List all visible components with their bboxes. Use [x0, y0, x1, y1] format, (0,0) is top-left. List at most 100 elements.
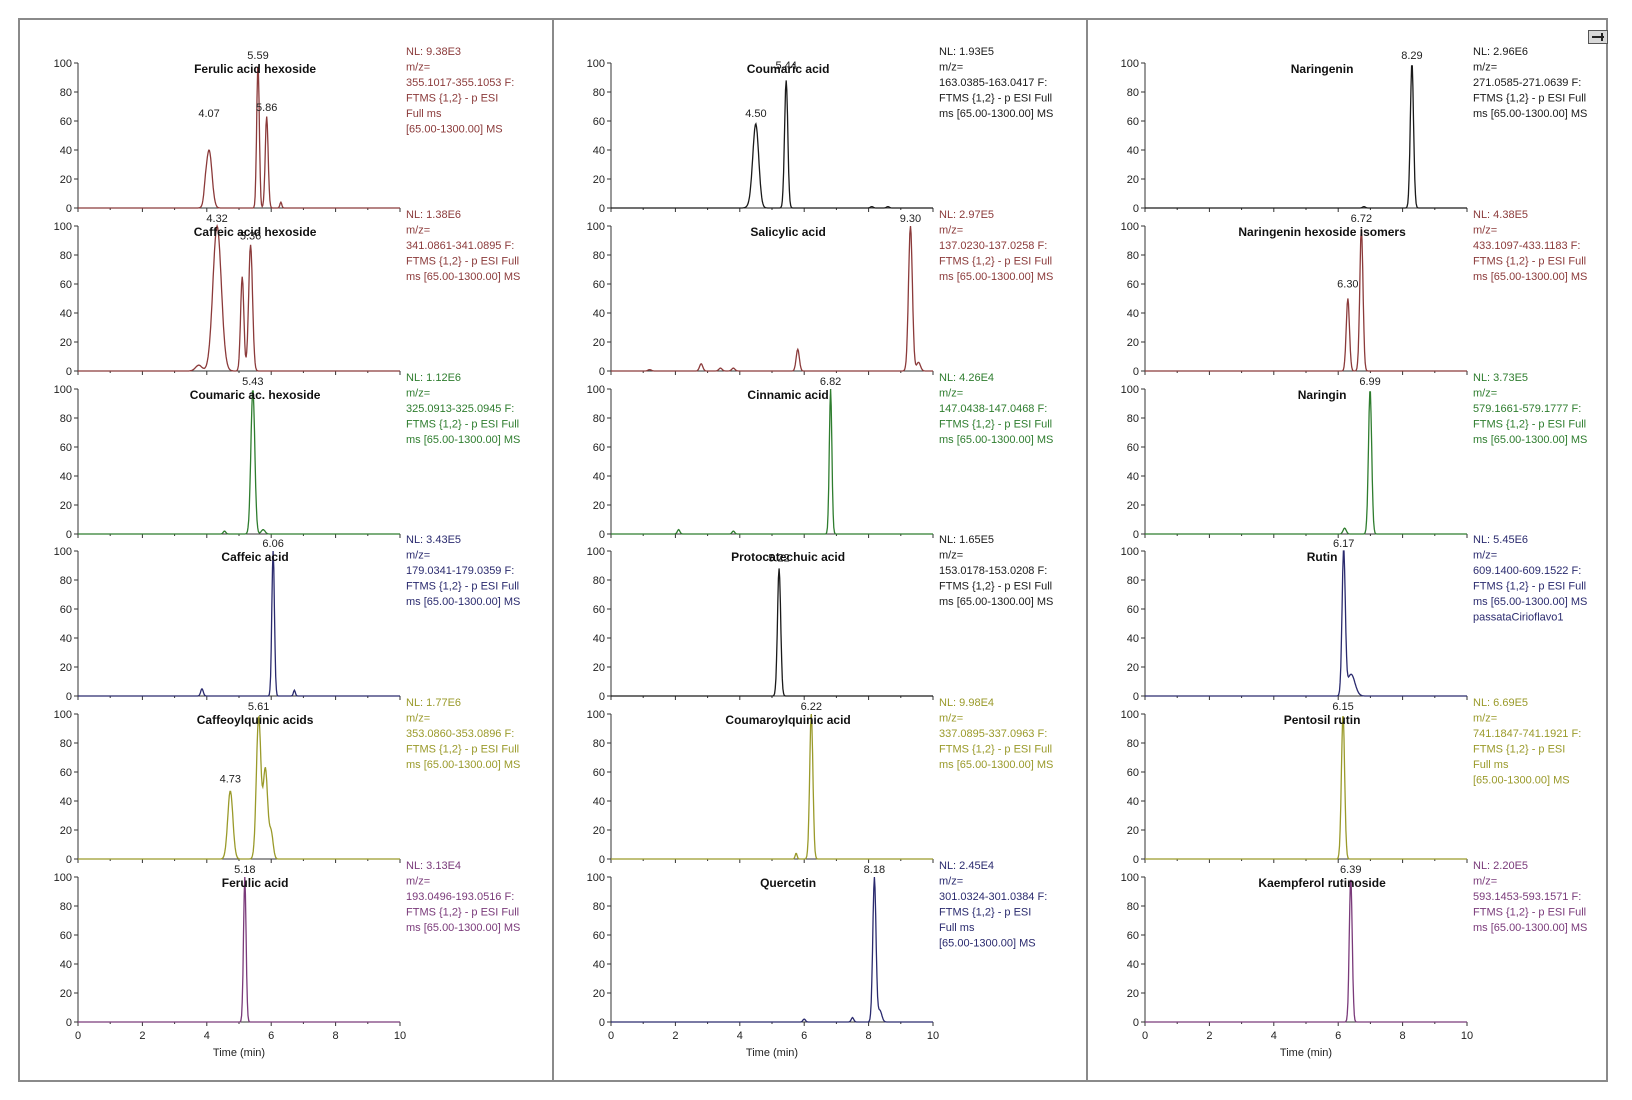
x-tick-label: 10 [394, 1030, 406, 1042]
scan-info-line: FTMS {1,2} - p ESI Full [406, 744, 519, 756]
chromatogram-trace [611, 80, 933, 209]
y-tick-label: 100 [1121, 58, 1139, 70]
y-tick-label: 80 [1127, 901, 1139, 913]
peak-label: 4.73 [220, 774, 241, 786]
column-divider [552, 18, 554, 1082]
peak-label: 6.06 [262, 538, 283, 550]
y-tick-label: 20 [593, 988, 605, 1000]
scan-info-line: NL: 3.73E5 [1473, 372, 1528, 384]
peak-label: 5.59 [247, 50, 268, 62]
peak-label: 6.82 [820, 376, 841, 388]
y-tick-label: 60 [593, 604, 605, 616]
scan-info-line: NL: 4.26E4 [939, 372, 994, 384]
scan-info-line: m/z= [939, 388, 963, 400]
y-tick-label: 20 [593, 174, 605, 186]
scan-info-line: [65.00-1300.00] MS [939, 938, 1036, 950]
y-tick-label: 0 [1133, 691, 1139, 703]
scan-info-line: ms [65.00-1300.00] MS [1473, 434, 1587, 446]
y-tick-label: 20 [1127, 662, 1139, 674]
y-tick-label: 40 [593, 308, 605, 320]
y-tick-label: 60 [1127, 116, 1139, 128]
y-tick-label: 100 [587, 384, 605, 396]
y-tick-label: 80 [593, 901, 605, 913]
pin-icon[interactable] [1588, 30, 1608, 44]
x-axis-label: Time (min) [746, 1047, 798, 1059]
chromatogram-panel: 0 20 40 60 80 100 0 2 4 6 8 10 Time (min) 5.18Ferulic… [54, 860, 521, 1059]
peak-label: 5.61 [248, 701, 269, 713]
peak-label: 5.43 [242, 376, 263, 388]
y-tick-label: 80 [60, 575, 72, 587]
y-tick-label: 100 [1121, 221, 1139, 233]
y-tick-label: 60 [1127, 930, 1139, 942]
scan-info-line: m/z= [1473, 876, 1497, 888]
compound-label: Salicylic acid [750, 225, 825, 239]
scan-info-line: FTMS {1,2} - p ESI Full [406, 256, 519, 268]
scan-info-line: NL: 2.97E5 [939, 209, 994, 221]
y-tick-label: 0 [599, 529, 605, 541]
scan-info-line: Full ms [1473, 759, 1509, 771]
y-tick-label: 60 [593, 930, 605, 942]
y-tick-label: 60 [593, 279, 605, 291]
y-tick-label: 40 [1127, 471, 1139, 483]
peak-label: 4.50 [745, 108, 766, 120]
scan-info-line: NL: 9.38E3 [406, 46, 461, 58]
peak-label: 6.99 [1359, 376, 1380, 388]
y-tick-label: 100 [54, 384, 72, 396]
scan-info-line: m/z= [406, 876, 430, 888]
peak-label: 5.86 [256, 102, 277, 114]
peak-label: 6.15 [1332, 701, 1353, 713]
chromatogram-trace [78, 66, 400, 209]
chromatogram-panel: 0 20 40 60 80 100 0 2 4 6 8 10 Time (min) 8.18 Quercet… [587, 860, 1048, 1059]
y-tick-label: 80 [60, 413, 72, 425]
x-tick-label: 6 [268, 1030, 274, 1042]
scan-info-line: m/z= [1473, 225, 1497, 237]
y-tick-label: 0 [66, 529, 72, 541]
scan-info-line: FTMS {1,2} - p ESI Full [1473, 93, 1586, 105]
chromatogram-panel: 0 20 40 60 80 100 9.30 Salicylic acid NL: 2.97E5… [587, 209, 1054, 378]
scan-info-line: 271.0585-271.0639 F: [1473, 77, 1581, 89]
compound-label: Coumaroylquinic acid [725, 713, 850, 727]
y-tick-label: 0 [599, 366, 605, 378]
scan-info-line: m/z= [406, 225, 430, 237]
x-tick-label: 2 [139, 1030, 145, 1042]
y-tick-label: 60 [1127, 442, 1139, 454]
y-tick-label: 60 [60, 930, 72, 942]
y-tick-label: 100 [54, 872, 72, 884]
y-tick-label: 0 [1133, 1017, 1139, 1029]
y-tick-label: 20 [1127, 988, 1139, 1000]
peak-label: 5.36 [240, 230, 261, 242]
y-tick-label: 100 [587, 872, 605, 884]
compound-label: Rutin [1307, 550, 1338, 564]
x-axis-label: Time (min) [1280, 1047, 1332, 1059]
y-tick-label: 80 [593, 87, 605, 99]
scan-info-line: ms [65.00-1300.00] MS [406, 922, 520, 934]
scan-info-line: NL: 1.77E6 [406, 697, 461, 709]
y-tick-label: 0 [66, 1017, 72, 1029]
y-tick-label: 20 [593, 825, 605, 837]
scan-info-line: NL: 2.96E6 [1473, 46, 1528, 58]
chromatogram-trace [611, 225, 933, 372]
compound-label: Naringenin hexoside isomers [1238, 225, 1406, 239]
scan-info-line: ms [65.00-1300.00] MS [939, 759, 1053, 771]
scan-info-line: ms [65.00-1300.00] MS [1473, 271, 1587, 283]
y-tick-label: 100 [54, 546, 72, 558]
scan-info-line: [65.00-1300.00] MS [1473, 775, 1570, 787]
y-tick-label: 40 [593, 959, 605, 971]
scan-info-line: FTMS {1,2} - p ESI Full [939, 419, 1052, 431]
y-tick-label: 40 [1127, 959, 1139, 971]
chromatogram-trace [1145, 65, 1467, 209]
scan-info-line: NL: 3.13E4 [406, 860, 461, 872]
scan-info-line: NL: 1.65E5 [939, 534, 994, 546]
y-tick-label: 60 [60, 767, 72, 779]
y-tick-label: 20 [60, 500, 72, 512]
peak-label: 9.30 [900, 213, 921, 225]
scan-info-line: ms [65.00-1300.00] MS [939, 434, 1053, 446]
y-tick-label: 100 [587, 709, 605, 721]
y-tick-label: 40 [593, 145, 605, 157]
y-tick-label: 20 [1127, 337, 1139, 349]
